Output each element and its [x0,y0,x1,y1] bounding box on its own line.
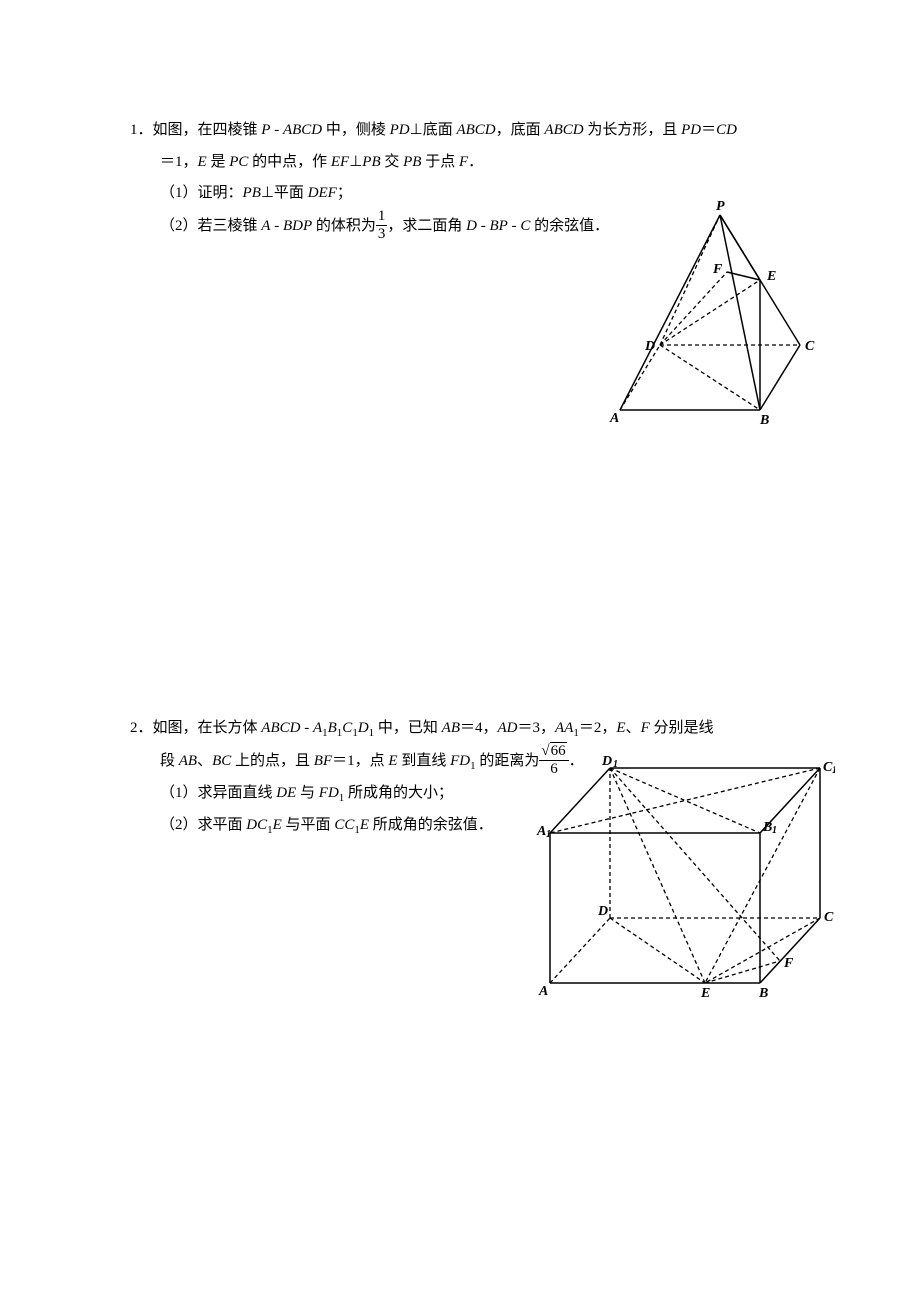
svg-text:1: 1 [546,829,551,840]
svg-text:A: A [538,984,548,998]
svg-text:P: P [716,200,725,214]
svg-text:D: D [597,904,608,919]
svg-text:F: F [783,956,794,971]
svg-text:B: B [758,986,768,998]
svg-text:1: 1 [832,765,835,776]
svg-text:E: E [700,986,710,998]
svg-text:A: A [609,411,619,425]
problem-1-stem-line1: 1．如图，在四棱锥 P - ABCD 中，侧棱 PD⊥底面 ABCD，底面 AB… [130,115,810,147]
pyramid-diagram: P F E D C A B [605,200,815,425]
svg-text:B: B [759,413,769,425]
problem-1-number: 1． [130,122,153,138]
cuboid-diagram: D1 C1 A1 B1 D C F A E B [535,753,835,998]
svg-text:1: 1 [613,759,618,770]
problem-2: 2．如图，在长方体 ABCD - A1B1C1D1 中，已知 AB＝4，AD＝3… [130,713,810,842]
svg-text:C: C [805,339,815,354]
problem-1: 1．如图，在四棱锥 P - ABCD 中，侧棱 PD⊥底面 ABCD，底面 AB… [130,115,810,243]
svg-text:D: D [644,339,655,354]
problem-2-stem-line1: 2．如图，在长方体 ABCD - A1B1C1D1 中，已知 AB＝4，AD＝3… [130,713,810,745]
fraction-1-3: 13 [376,209,388,242]
svg-text:E: E [766,269,776,284]
svg-text:F: F [712,262,723,277]
svg-text:D: D [601,754,612,769]
svg-text:1: 1 [772,825,777,836]
problem-1-stem-line2: ＝1，E 是 PC 的中点，作 EF⊥PB 交 PB 于点 F． [130,147,810,179]
svg-text:B: B [762,820,772,835]
svg-text:A: A [536,824,546,839]
problem-2-number: 2． [130,720,153,736]
svg-text:C: C [824,910,834,925]
